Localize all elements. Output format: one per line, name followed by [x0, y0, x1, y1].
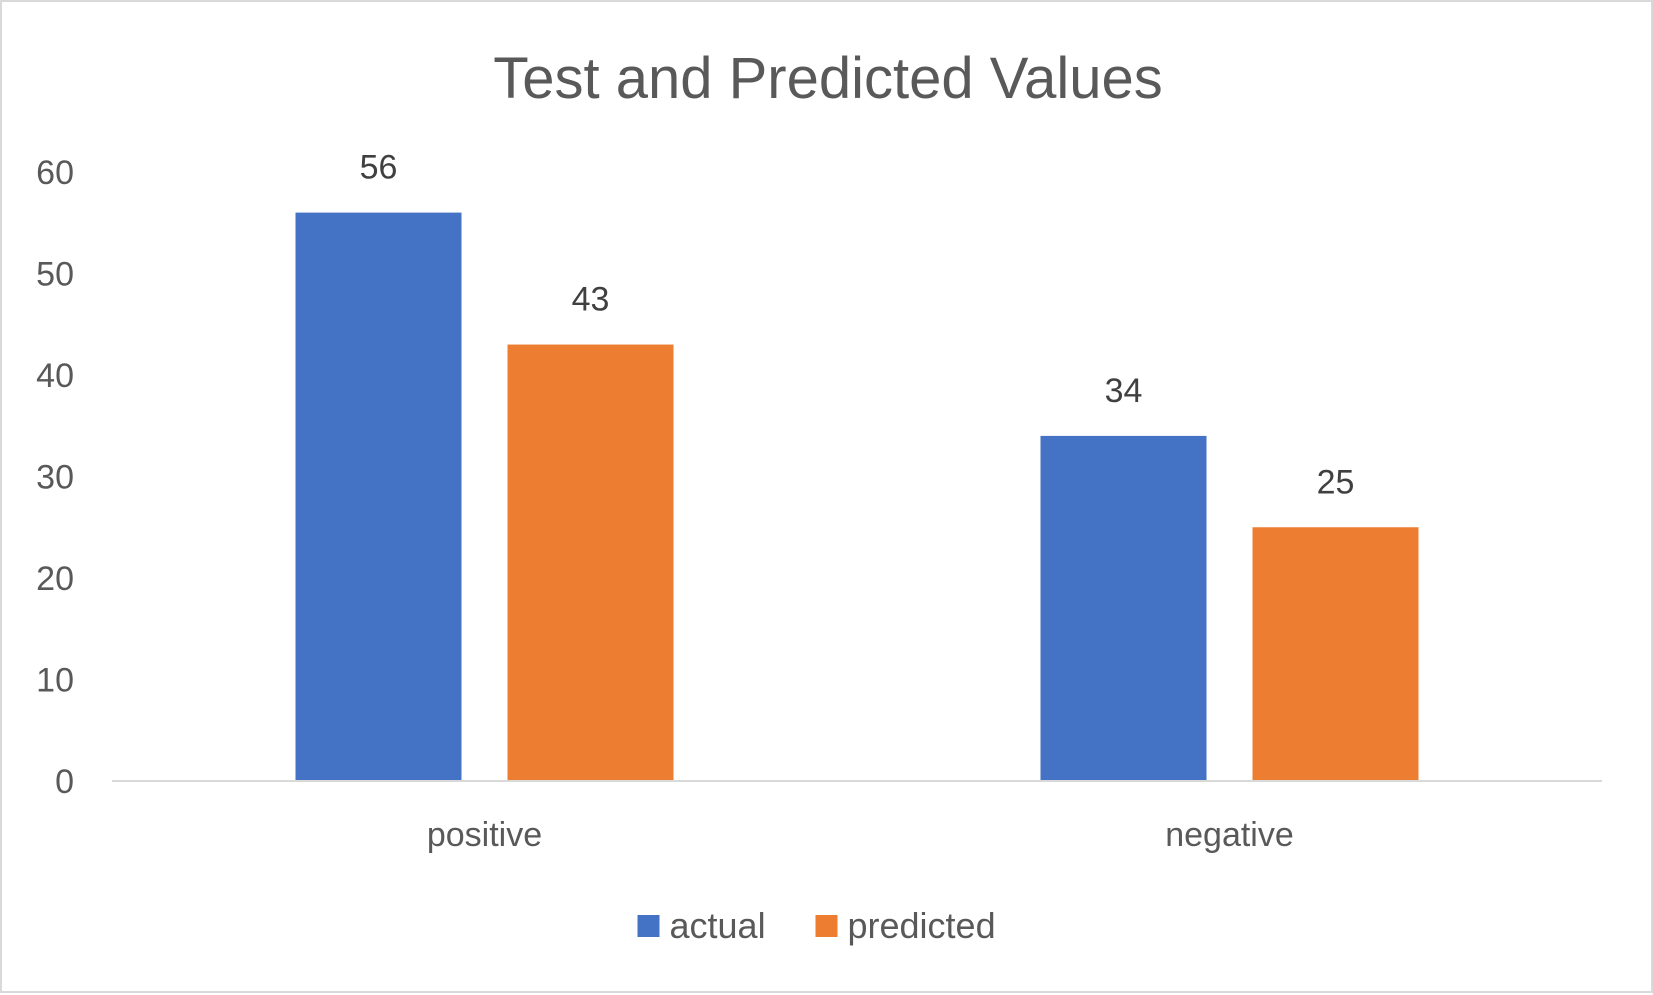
x-category-label: positive: [427, 816, 542, 854]
y-tick-label: 60: [36, 154, 74, 192]
legend-label-predicted: predicted: [848, 905, 996, 946]
x-axis-categories: positive negative: [427, 816, 1294, 854]
y-tick-label: 20: [36, 560, 74, 598]
bar-actual-positive: [295, 212, 462, 782]
legend-label-actual: actual: [670, 905, 766, 946]
x-category-label: negative: [1165, 816, 1294, 854]
legend: actual predicted: [637, 905, 996, 946]
legend-swatch-predicted: [815, 915, 838, 937]
data-label: 56: [360, 149, 398, 187]
data-label: 43: [572, 281, 610, 319]
legend-swatch-actual: [637, 915, 660, 937]
y-tick-label: 40: [36, 357, 74, 395]
bar-predicted-positive: [507, 344, 674, 781]
bars: [295, 212, 1419, 782]
y-axis-ticks: 0 10 20 30 40 50 60: [36, 154, 74, 801]
chart-title: Test and Predicted Values: [493, 46, 1163, 111]
y-tick-label: 0: [55, 763, 74, 801]
bar-actual-negative: [1040, 435, 1207, 781]
data-label: 34: [1105, 372, 1143, 410]
data-label: 25: [1317, 463, 1355, 501]
y-tick-label: 10: [36, 662, 74, 700]
data-labels: 56 43 34 25: [360, 149, 1355, 502]
bar-predicted-negative: [1252, 527, 1419, 781]
y-tick-label: 30: [36, 459, 74, 497]
y-tick-label: 50: [36, 256, 74, 294]
